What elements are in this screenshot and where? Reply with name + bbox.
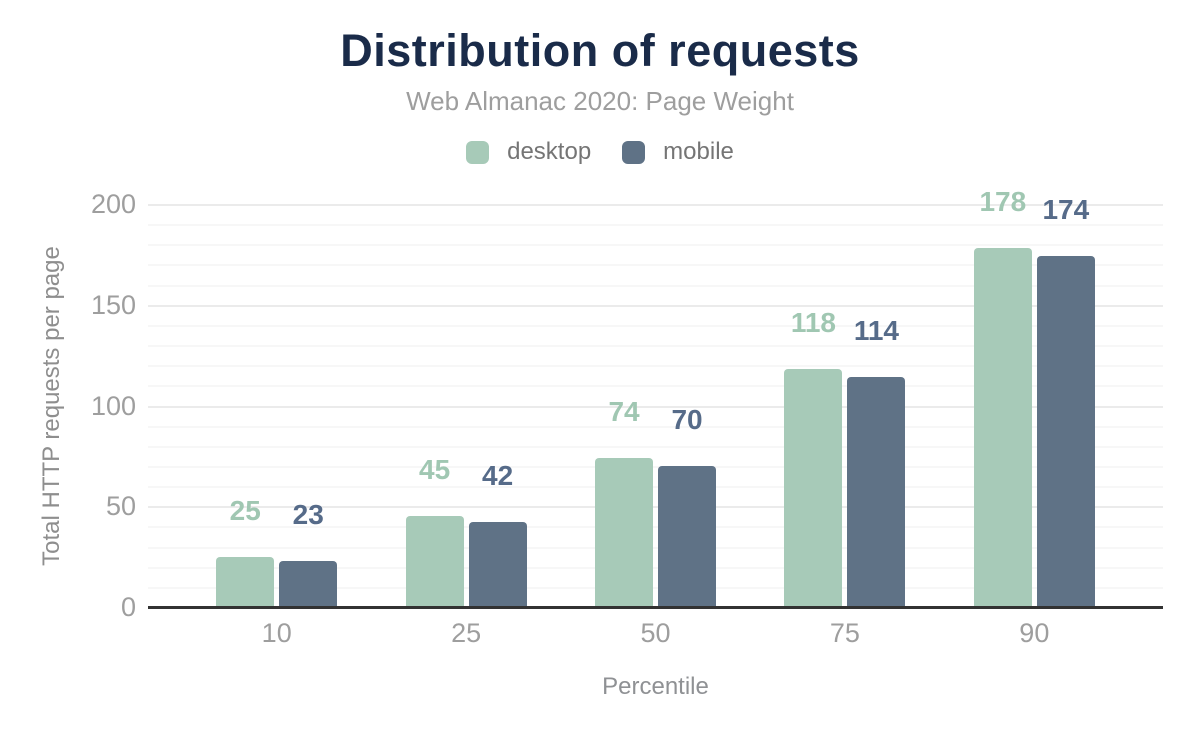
gridline-minor-120 <box>148 365 1163 367</box>
bar-col-mobile-25: 42 <box>468 460 527 607</box>
gridline-major-100 <box>148 406 1163 408</box>
legend-swatch-mobile <box>622 140 646 164</box>
legend-label-mobile: mobile <box>663 138 734 165</box>
x-tick-label-10: 10 <box>261 618 292 648</box>
bar-col-desktop-25: 45 <box>405 454 464 607</box>
bar-value-desktop-10: 25 <box>229 495 261 526</box>
bar-mobile-25[interactable] <box>468 522 527 607</box>
bar-value-desktop-75: 118 <box>790 307 836 338</box>
legend-label-desktop: desktop <box>507 138 592 165</box>
bar-value-desktop-50: 74 <box>608 396 640 427</box>
bar-value-mobile-10: 23 <box>292 499 324 530</box>
bar-mobile-50[interactable] <box>658 466 717 607</box>
legend-swatch-desktop <box>466 140 490 164</box>
gridline-major-150 <box>148 305 1163 307</box>
bar-col-desktop-75: 118 <box>784 307 843 607</box>
bar-mobile-75[interactable] <box>847 377 906 607</box>
bar-value-mobile-50: 70 <box>671 404 703 435</box>
chart-subtitle: Web Almanac 2020: Page Weight <box>406 86 794 116</box>
bar-col-mobile-75: 114 <box>847 315 906 607</box>
gridline-minor-70 <box>148 466 1163 468</box>
bar-group-75: 118 114 <box>750 309 939 607</box>
bar-mobile-90[interactable] <box>1036 256 1095 607</box>
x-axis-ticks: 10 25 50 75 90 <box>148 617 1163 649</box>
gridline-major-200 <box>148 204 1163 206</box>
gridline-minor-130 <box>148 345 1163 347</box>
bar-desktop-75[interactable] <box>784 369 843 607</box>
y-tick-label-0: 0 <box>120 592 136 622</box>
bar-desktop-50[interactable] <box>595 458 654 607</box>
bar-col-desktop-90: 178 <box>973 186 1032 607</box>
gridline-minor-110 <box>148 385 1163 387</box>
legend: desktop mobile <box>0 140 1200 164</box>
gridline-minor-10 <box>148 587 1163 589</box>
bar-value-mobile-25: 42 <box>482 460 514 491</box>
bar-col-mobile-10: 23 <box>279 499 338 607</box>
y-tick-label-150: 150 <box>90 290 136 320</box>
y-tick-label-50: 50 <box>105 491 136 521</box>
bar-group-25: 45 42 <box>371 456 560 607</box>
bar-desktop-25[interactable] <box>405 516 464 607</box>
bar-value-desktop-90: 178 <box>979 186 1027 217</box>
gridline-major-50 <box>148 506 1163 508</box>
bar-group-50: 74 70 <box>561 398 750 607</box>
bar-col-mobile-50: 70 <box>658 404 717 607</box>
bar-col-mobile-90: 174 <box>1036 194 1095 607</box>
y-tick-label-200: 200 <box>90 189 136 219</box>
bar-desktop-90[interactable] <box>973 248 1032 607</box>
x-axis-title: Percentile <box>602 673 709 700</box>
bar-desktop-10[interactable] <box>216 557 275 607</box>
gridline-minor-180 <box>148 244 1163 246</box>
bar-mobile-10[interactable] <box>279 561 338 607</box>
gridline-minor-90 <box>148 426 1163 428</box>
gridline-minor-190 <box>148 224 1163 226</box>
bar-value-desktop-25: 45 <box>419 454 451 485</box>
gridline-minor-170 <box>148 264 1163 266</box>
gridline-minor-160 <box>148 285 1163 287</box>
y-axis-title: Total HTTP requests per page <box>38 246 65 566</box>
bar-group-10: 25 23 <box>182 497 371 607</box>
bars-row: 25 23 45 42 74 70 118 114 178 174 <box>148 188 1163 607</box>
x-tick-label-75: 75 <box>829 618 860 648</box>
gridline-minor-40 <box>148 526 1163 528</box>
gridline-minor-140 <box>148 325 1163 327</box>
x-axis-line <box>148 606 1163 609</box>
chart-title: Distribution of requests <box>340 25 860 76</box>
x-tick-label-25: 25 <box>451 618 482 648</box>
legend-item-mobile[interactable]: mobile <box>622 140 734 164</box>
gridline-minor-60 <box>148 486 1163 488</box>
bar-col-desktop-50: 74 <box>595 396 654 607</box>
plot-area <box>148 204 1163 607</box>
gridline-minor-20 <box>148 567 1163 569</box>
gridline-minor-80 <box>148 446 1163 448</box>
x-tick-label-90: 90 <box>1019 618 1050 648</box>
bar-value-mobile-90: 174 <box>1042 194 1090 225</box>
bar-group-90: 178 174 <box>940 188 1129 607</box>
y-tick-label-100: 100 <box>90 391 136 421</box>
legend-item-desktop[interactable]: desktop <box>466 140 591 164</box>
bar-col-desktop-10: 25 <box>216 495 275 607</box>
x-tick-label-50: 50 <box>640 618 671 648</box>
gridline-minor-30 <box>148 547 1163 549</box>
bar-value-mobile-75: 114 <box>853 315 899 346</box>
